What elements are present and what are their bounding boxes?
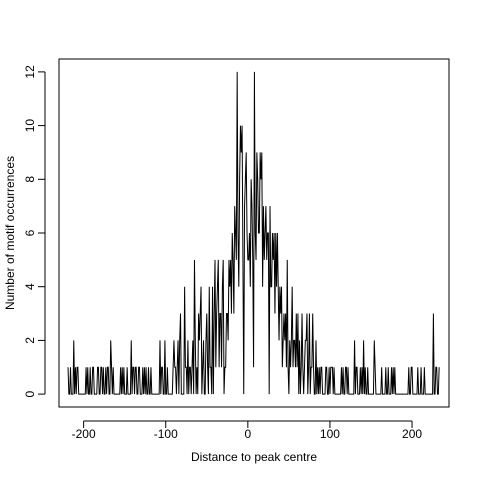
series-layer (67, 71, 440, 395)
x-axis: -200 -100 0 100 200 (72, 420, 422, 441)
plot-frame (58, 58, 450, 408)
y-tick-label: 6 (23, 229, 37, 236)
y-tick-label: 12 (23, 65, 37, 79)
x-tick-label: -200 (72, 427, 96, 441)
x-tick-label: 100 (320, 427, 340, 441)
y-tick-label: 4 (23, 283, 37, 290)
y-tick-label: 0 (23, 390, 37, 397)
x-axis-title: Distance to peak centre (191, 450, 317, 464)
y-tick-label: 10 (23, 119, 37, 133)
y-tick-label: 2 (23, 337, 37, 344)
x-tick-label: 0 (244, 427, 251, 441)
y-axis-title: Number of motif occurrences (3, 156, 17, 310)
series-line-0 (67, 71, 440, 395)
y-axis: 0 2 4 6 8 10 12 (23, 65, 46, 397)
x-tick-label: 200 (402, 427, 422, 441)
y-tick-label: 8 (23, 176, 37, 183)
x-tick-label: -100 (154, 427, 178, 441)
